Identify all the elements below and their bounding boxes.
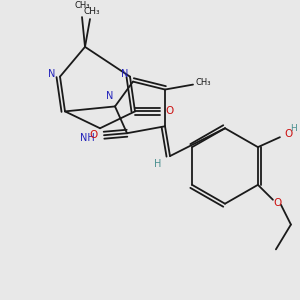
Text: N: N <box>121 69 129 79</box>
Text: O: O <box>90 130 98 140</box>
Text: N: N <box>48 69 56 79</box>
Text: NH: NH <box>80 133 94 143</box>
Text: N: N <box>106 92 114 101</box>
Text: CH₃: CH₃ <box>74 1 90 10</box>
Text: H: H <box>290 124 297 133</box>
Text: O: O <box>284 129 292 139</box>
Text: O: O <box>166 106 174 116</box>
Text: CH₃: CH₃ <box>84 7 100 16</box>
Text: CH₃: CH₃ <box>195 78 211 87</box>
Text: O: O <box>274 198 282 208</box>
Text: H: H <box>154 159 162 169</box>
